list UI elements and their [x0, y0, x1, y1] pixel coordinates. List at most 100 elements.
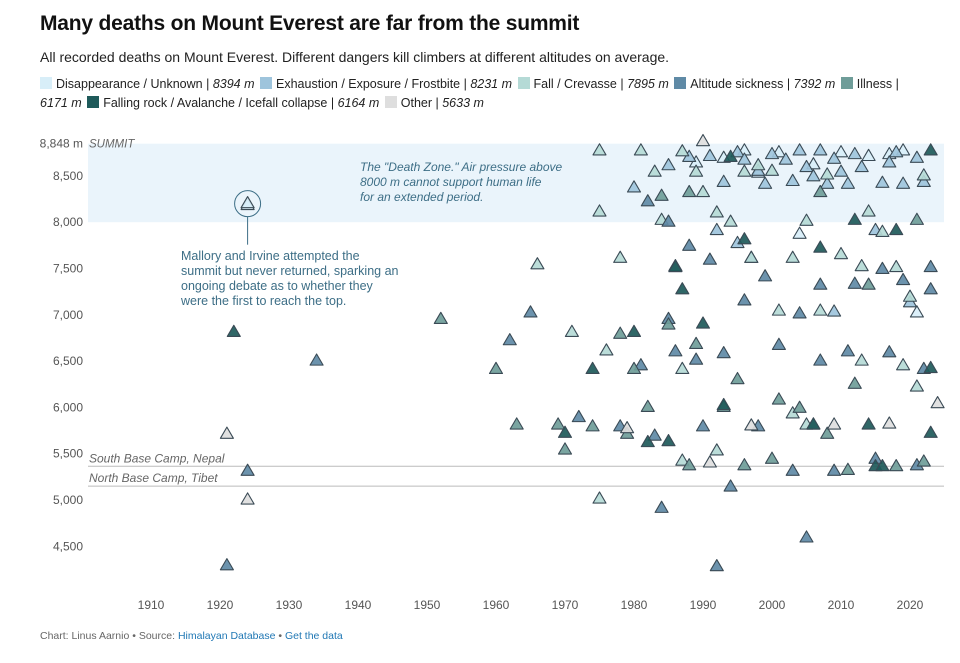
death-marker-exhaustion-exposure-frostbite	[827, 304, 842, 317]
x-tick-label: 2010	[828, 598, 855, 612]
legend-item: Falling rock / Avalanche / Icefall colla…	[87, 96, 379, 110]
death-marker-altitude-sickness	[219, 558, 234, 571]
footer-separator: •	[132, 630, 136, 642]
legend-cause: Other |	[400, 96, 443, 110]
y-tick-label: 8,500	[53, 169, 83, 183]
death-marker-illness	[813, 184, 828, 198]
x-tick-label: 1990	[690, 598, 717, 612]
death-marker-fall-crevasse	[723, 214, 738, 227]
death-marker-fall-crevasse	[592, 204, 607, 217]
death-marker-fall-crevasse	[902, 289, 918, 302]
death-marker-exhaustion-exposure-frostbite	[626, 180, 642, 193]
death-marker-falling-rock-avalanche-icefall-collapse	[675, 282, 690, 295]
death-marker-exhaustion-exposure-frostbite	[813, 143, 828, 156]
death-marker-exhaustion-exposure-frostbite	[854, 159, 869, 173]
death-marker-fall-crevasse	[833, 246, 849, 260]
source-link[interactable]: Himalayan Database	[177, 630, 276, 642]
death-marker-fall-crevasse	[744, 250, 759, 263]
death-marker-illness	[557, 442, 573, 455]
death-marker-falling-rock-avalanche-icefall-collapse	[737, 232, 752, 245]
death-marker-exhaustion-exposure-frostbite	[661, 158, 676, 171]
death-marker-altitude-sickness	[813, 353, 828, 366]
y-tick-label: 5,500	[53, 447, 83, 461]
death-marker-altitude-sickness	[633, 358, 648, 371]
x-tick-label: 1920	[207, 598, 234, 612]
death-marker-fall-crevasse	[813, 303, 828, 316]
death-marker-fall-crevasse	[854, 258, 869, 272]
death-marker-exhaustion-exposure-frostbite	[889, 145, 904, 158]
death-marker-exhaustion-exposure-frostbite	[716, 174, 731, 187]
death-marker-exhaustion-exposure-frostbite	[840, 176, 855, 189]
footer-credit: Chart: Linus Aarnio	[40, 630, 130, 642]
death-marker-altitude-sickness	[875, 261, 890, 275]
y-tick-label: 7,500	[53, 262, 83, 276]
summit-label: SUMMIT	[89, 139, 135, 151]
death-marker-falling-rock-avalanche-icefall-collapse	[585, 361, 600, 375]
y-tick-label: 8,000	[53, 215, 83, 229]
legend-cause: Fall / Crevasse |	[533, 77, 628, 91]
death-marker-fall-crevasse	[799, 213, 814, 226]
death-marker-exhaustion-exposure-frostbite	[847, 146, 862, 160]
death-marker-fall-crevasse	[889, 259, 904, 273]
death-marker-altitude-sickness	[682, 238, 697, 251]
death-marker-fall-crevasse	[875, 224, 890, 237]
death-marker-other	[219, 426, 234, 439]
death-marker-fall-crevasse	[737, 164, 752, 177]
death-marker-falling-rock-avalanche-icefall-collapse	[226, 324, 241, 337]
death-marker-exhaustion-exposure-frostbite	[916, 174, 931, 187]
death-marker-other	[240, 492, 255, 505]
death-marker-altitude-sickness	[689, 352, 704, 365]
death-marker-fall-crevasse	[530, 257, 545, 270]
legend-swatch	[517, 77, 530, 89]
death-marker-fall-crevasse	[861, 204, 876, 217]
chart-footer: Chart: Linus Aarnio • Source: Himalayan …	[40, 630, 343, 642]
death-marker-illness	[840, 462, 855, 475]
death-marker-altitude-sickness	[771, 337, 786, 350]
y-tick-label: 7,000	[53, 308, 83, 322]
death-marker-falling-rock-avalanche-icefall-collapse	[661, 433, 676, 447]
x-tick-label: 2000	[759, 598, 786, 612]
mallory-annotation: were the first to reach the top.	[180, 294, 346, 308]
legend-cause: Altitude sickness |	[690, 77, 794, 91]
death-marker-fall-crevasse	[854, 353, 869, 366]
legend-cause: Illness |	[856, 77, 899, 91]
death-marker-exhaustion-exposure-frostbite	[737, 152, 752, 165]
legend-altitude: 7392 m	[793, 77, 836, 91]
death-marker-altitude-sickness	[523, 305, 538, 318]
death-marker-illness	[792, 400, 807, 413]
y-tick-label: 6,500	[53, 354, 83, 368]
death-marker-fall-crevasse	[785, 250, 800, 263]
death-marker-illness	[771, 392, 786, 405]
death-marker-illness	[861, 277, 876, 290]
death-marker-exhaustion-exposure-frostbite	[792, 143, 807, 156]
death-marker-exhaustion-exposure-frostbite	[799, 159, 814, 173]
death-zone-band	[88, 143, 944, 223]
death-marker-altitude-sickness	[923, 259, 938, 273]
death-zone-annotation: 8000 m cannot support human life	[360, 175, 542, 189]
death-marker-illness	[640, 399, 655, 412]
death-marker-fall-crevasse	[564, 324, 579, 337]
death-marker-illness	[764, 451, 780, 464]
get-data-link[interactable]: Get the data	[284, 630, 343, 642]
death-marker-falling-rock-avalanche-icefall-collapse	[923, 425, 938, 438]
legend-altitude: 7895 m	[627, 77, 669, 91]
death-marker-illness	[488, 361, 504, 375]
death-marker-altitude-sickness	[813, 277, 828, 290]
death-marker-altitude-sickness	[716, 346, 731, 359]
death-marker-altitude-sickness	[654, 500, 669, 513]
death-marker-fall-crevasse	[751, 158, 766, 171]
death-marker-illness	[654, 188, 669, 201]
death-marker-illness	[889, 458, 904, 472]
death-marker-exhaustion-exposure-frostbite	[820, 176, 835, 189]
death-marker-exhaustion-exposure-frostbite	[833, 164, 849, 177]
y-tick-label: 5,000	[53, 493, 83, 507]
legend-cause: Exhaustion / Exposure / Frostbite |	[276, 77, 471, 91]
legend-item: Illness | 6171 m	[40, 77, 899, 110]
death-marker-altitude-sickness	[240, 463, 255, 476]
death-marker-fall-crevasse	[820, 167, 835, 180]
legend-item: Other | 5633 m	[384, 96, 484, 110]
death-marker-fall-crevasse	[695, 184, 711, 198]
death-marker-fall-crevasse	[599, 343, 614, 356]
death-marker-other	[882, 416, 897, 429]
